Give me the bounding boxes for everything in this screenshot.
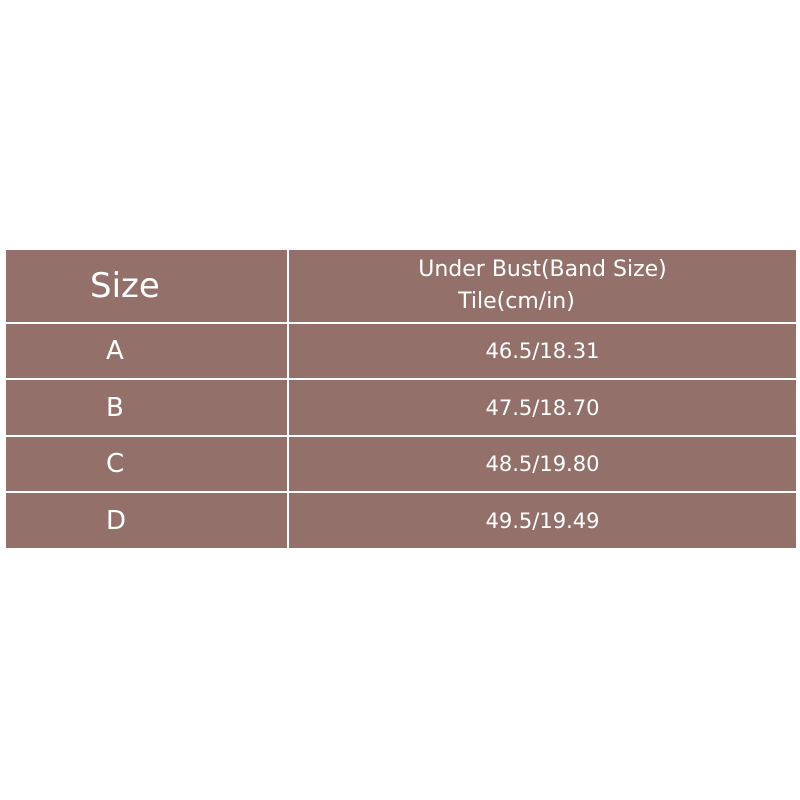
table-cell: A bbox=[6, 324, 287, 378]
table-cell: D bbox=[6, 493, 287, 548]
table-cell: 46.5/18.31 bbox=[289, 324, 796, 378]
measurement: 49.5/19.49 bbox=[485, 508, 600, 533]
header-cell: Under Bust(Band Size) Tile(cm/in) bbox=[289, 250, 796, 322]
header-measure: Tile(cm/in) bbox=[458, 289, 575, 314]
header-size: Size bbox=[90, 266, 160, 306]
table-cell: B bbox=[6, 380, 287, 435]
table-cell: 49.5/19.49 bbox=[289, 493, 796, 548]
measurement: 47.5/18.70 bbox=[485, 395, 600, 420]
table-cell: 48.5/19.80 bbox=[289, 437, 796, 491]
size-label: A bbox=[106, 336, 124, 366]
header-cell: Size bbox=[6, 250, 287, 322]
measurement: 46.5/18.31 bbox=[485, 339, 600, 363]
table-cell: C bbox=[6, 437, 287, 491]
size-label: B bbox=[106, 392, 124, 423]
measurement: 48.5/19.80 bbox=[485, 452, 600, 476]
size-label: C bbox=[106, 449, 125, 479]
header-measure: Under Bust(Band Size) bbox=[418, 257, 667, 282]
table-cell: 47.5/18.70 bbox=[289, 380, 796, 435]
size-label: D bbox=[106, 505, 127, 536]
